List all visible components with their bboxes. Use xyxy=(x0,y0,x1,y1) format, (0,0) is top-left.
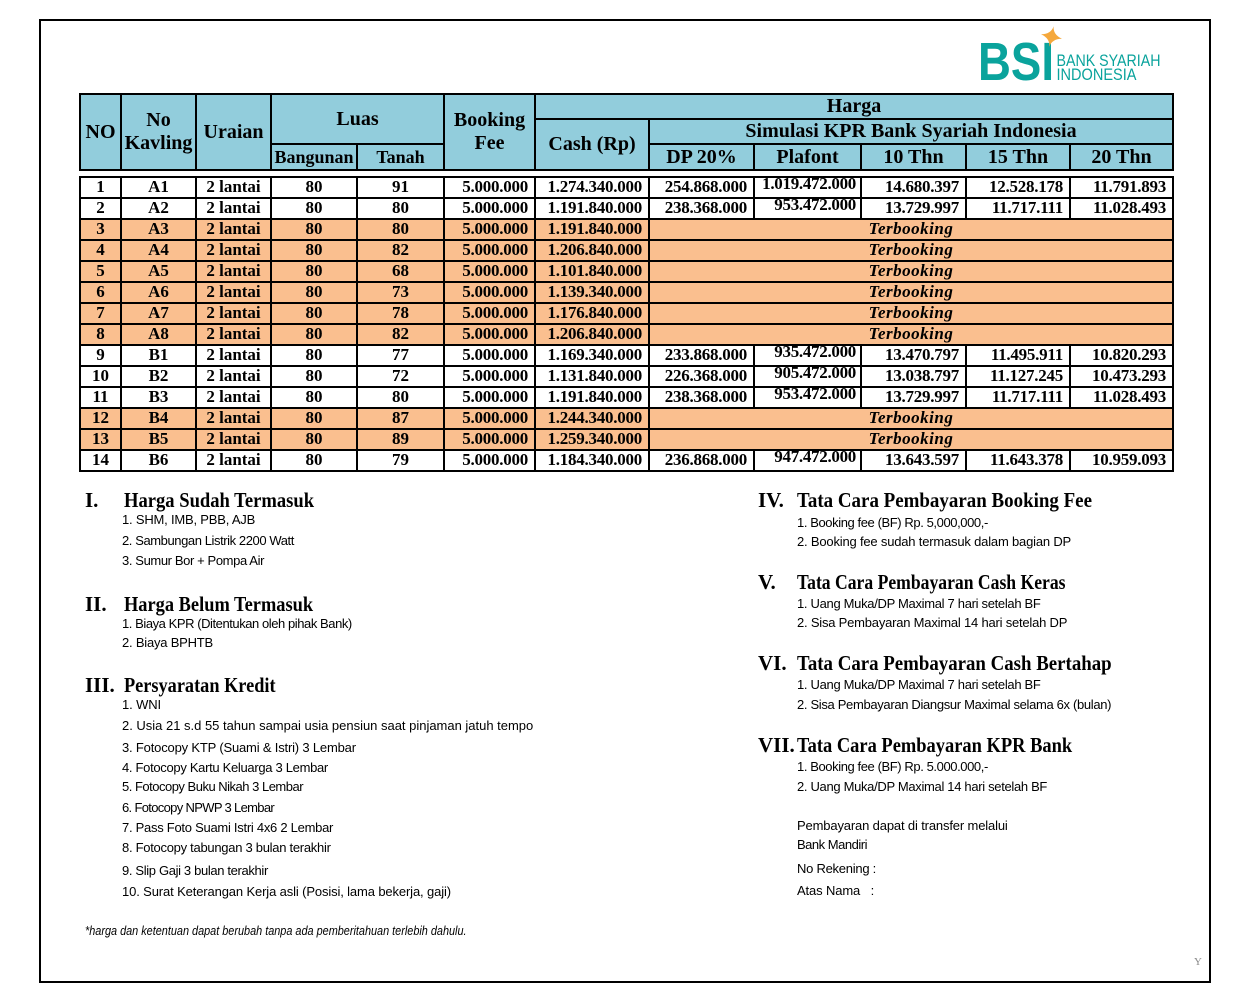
svg-text:BANK SYARIAH: BANK SYARIAH xyxy=(1057,51,1161,70)
svg-text:INDONESIA: INDONESIA xyxy=(1057,65,1138,84)
svg-text:BSI: BSI xyxy=(978,32,1054,84)
